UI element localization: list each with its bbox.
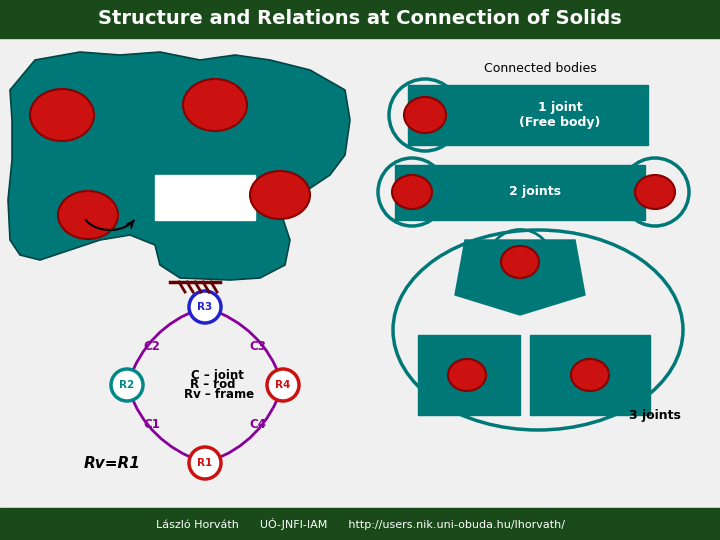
Ellipse shape — [448, 359, 486, 391]
Circle shape — [189, 291, 221, 323]
Bar — [155, 175, 255, 220]
Bar — [408, 85, 648, 145]
FancyArrowPatch shape — [128, 390, 202, 462]
FancyArrowPatch shape — [210, 388, 282, 462]
Text: C1: C1 — [143, 417, 161, 430]
Text: Rv=R1: Rv=R1 — [84, 456, 140, 470]
Bar — [418, 335, 520, 415]
Text: C3: C3 — [250, 340, 266, 353]
Ellipse shape — [30, 89, 94, 141]
Ellipse shape — [392, 175, 432, 209]
Text: R4: R4 — [275, 380, 291, 390]
Ellipse shape — [635, 175, 675, 209]
Polygon shape — [8, 52, 350, 280]
Text: Structure and Relations at Connection of Solids: Structure and Relations at Connection of… — [98, 10, 622, 29]
Circle shape — [111, 369, 143, 401]
Ellipse shape — [250, 171, 310, 219]
Bar — [530, 335, 650, 415]
Text: C – joint: C – joint — [191, 368, 243, 381]
Text: Connected bodies: Connected bodies — [484, 62, 596, 75]
Ellipse shape — [501, 246, 539, 278]
Text: R1: R1 — [197, 458, 212, 468]
Text: 3 joints: 3 joints — [629, 408, 681, 422]
Ellipse shape — [571, 359, 609, 391]
Text: C2: C2 — [143, 340, 161, 353]
Text: László Horváth      UÓ-JNFI-IAM      http://users.nik.uni-obuda.hu/lhorvath/: László Horváth UÓ-JNFI-IAM http://users.… — [156, 518, 564, 530]
Text: R2: R2 — [120, 380, 135, 390]
Text: Rv – frame: Rv – frame — [184, 388, 254, 402]
Circle shape — [267, 369, 299, 401]
Text: R – rod: R – rod — [190, 379, 235, 392]
FancyArrowPatch shape — [207, 308, 282, 380]
Text: 1 joint
(Free body): 1 joint (Free body) — [519, 101, 600, 129]
Polygon shape — [455, 240, 585, 315]
FancyArrowPatch shape — [128, 308, 199, 382]
Ellipse shape — [183, 79, 247, 131]
Bar — [0, 508, 720, 540]
Text: C4: C4 — [250, 417, 266, 430]
Ellipse shape — [404, 97, 446, 133]
Bar — [0, 0, 720, 38]
Circle shape — [189, 447, 221, 479]
Text: R3: R3 — [197, 302, 212, 312]
Bar — [395, 165, 645, 220]
Text: 2 joints: 2 joints — [509, 186, 561, 199]
Ellipse shape — [58, 191, 118, 239]
